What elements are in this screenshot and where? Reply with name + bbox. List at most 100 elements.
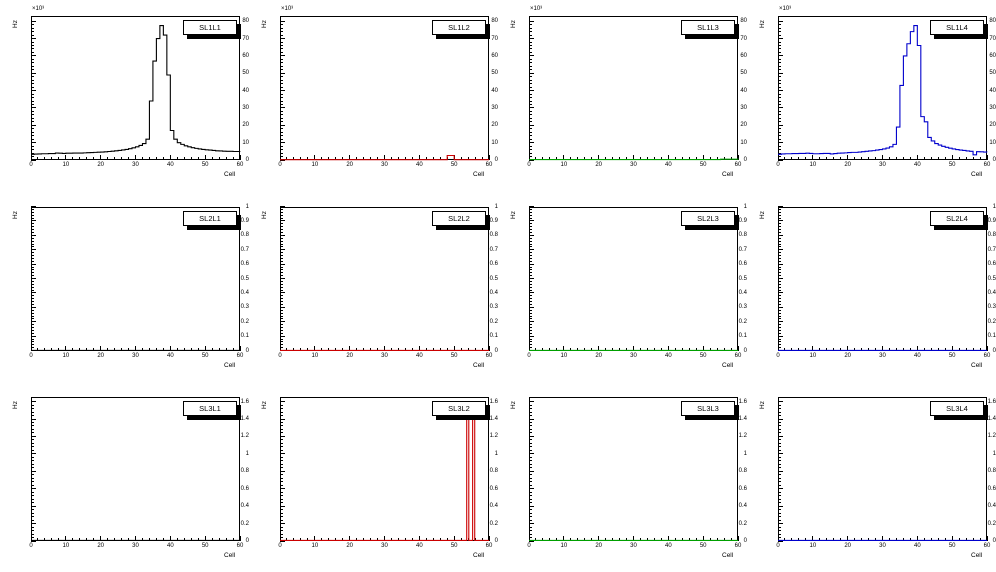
x-tick-major xyxy=(951,345,953,351)
x-tick-major xyxy=(135,536,136,542)
y-tick-minor xyxy=(280,44,283,46)
y-tick-label: 1 xyxy=(245,203,249,210)
x-tick-minor xyxy=(141,347,143,351)
x-tick-minor xyxy=(190,347,192,351)
y-tick-major xyxy=(529,401,534,403)
x-tick-label: 20 xyxy=(97,162,104,168)
histogram-curve xyxy=(249,191,498,382)
y-tick-minor xyxy=(280,117,283,119)
y-tick-minor xyxy=(31,110,34,112)
x-tick-major xyxy=(418,536,420,542)
y-tick-minor xyxy=(31,257,34,259)
y-tick-minor xyxy=(778,324,781,326)
y-tick-minor xyxy=(778,404,781,406)
y-tick-minor xyxy=(31,131,34,133)
y-tick-minor xyxy=(280,329,283,331)
x-tick-minor xyxy=(695,157,697,160)
x-tick-minor xyxy=(535,538,537,542)
y-tick-minor xyxy=(280,286,283,288)
x-tick-minor xyxy=(474,157,476,160)
x-tick-minor xyxy=(328,347,330,351)
x-tick-minor xyxy=(888,538,890,542)
x-tick-minor xyxy=(584,157,586,160)
y-tick-minor xyxy=(280,495,283,497)
x-tick-label: 20 xyxy=(595,352,602,359)
y-tick-minor xyxy=(529,509,532,511)
x-tick-label: 0 xyxy=(527,162,531,168)
x-axis-title: Cell xyxy=(224,552,236,560)
y-tick-label: 50 xyxy=(491,70,498,77)
y-tick-minor xyxy=(280,135,283,137)
y-tick-minor xyxy=(529,280,532,282)
x-tick-minor xyxy=(639,157,641,160)
y-tick-minor xyxy=(529,252,532,254)
y-tick-major xyxy=(778,335,783,337)
histogram-curve xyxy=(747,191,996,382)
y-tick-major xyxy=(31,20,36,22)
y-tick-label: 0.4 xyxy=(738,503,747,510)
y-tick-minor xyxy=(778,246,781,248)
y-tick-minor xyxy=(529,442,532,444)
x-tick-minor xyxy=(888,157,890,160)
x-tick-minor xyxy=(300,157,302,160)
y-tick-minor xyxy=(529,243,532,245)
y-tick-minor xyxy=(778,257,781,259)
x-tick-minor xyxy=(639,538,641,542)
y-tick-label: 0 xyxy=(494,347,498,354)
y-tick-major xyxy=(529,453,534,455)
y-tick-minor xyxy=(31,246,34,248)
y-tick-label: 0 xyxy=(743,538,747,545)
y-tick-minor xyxy=(280,460,283,462)
x-tick-minor xyxy=(688,157,690,160)
y-tick-minor xyxy=(280,58,283,60)
y-tick-minor xyxy=(529,237,532,239)
x-tick-label: 10 xyxy=(62,543,70,550)
x-tick-label: 40 xyxy=(913,543,921,550)
x-tick-major xyxy=(667,155,669,160)
x-tick-minor xyxy=(342,347,344,351)
y-tick-major xyxy=(529,321,534,323)
y-tick-label: 0.8 xyxy=(489,232,498,239)
y-tick-major xyxy=(31,401,36,403)
x-tick-label: 10 xyxy=(809,162,817,168)
x-tick-label: 50 xyxy=(699,352,707,359)
y-tick-minor xyxy=(529,283,532,285)
x-tick-major xyxy=(812,345,814,351)
x-tick-minor xyxy=(549,538,551,542)
y-tick-minor xyxy=(778,69,781,71)
y-tick-label: 0 xyxy=(494,538,498,545)
y-tick-major xyxy=(529,505,534,507)
x-tick-label: 30 xyxy=(630,352,637,359)
y-tick-major xyxy=(31,72,36,74)
y-tick-minor xyxy=(778,519,781,521)
x-tick-label: 30 xyxy=(132,543,139,550)
y-tick-label: 0.4 xyxy=(489,289,498,296)
x-tick-minor xyxy=(979,538,981,542)
y-tick-minor xyxy=(31,31,34,33)
y-tick-major xyxy=(529,335,534,337)
y-tick-major xyxy=(778,20,783,22)
x-tick-minor xyxy=(653,347,655,351)
x-tick-minor xyxy=(211,347,213,351)
x-tick-major xyxy=(777,536,779,542)
x-tick-major xyxy=(169,536,171,542)
x-tick-minor xyxy=(232,347,234,351)
x-tick-minor xyxy=(833,347,835,351)
y-tick-major xyxy=(778,206,783,208)
y-tick-minor xyxy=(280,223,283,225)
y-tick-minor xyxy=(31,474,34,476)
y-tick-minor xyxy=(529,255,532,257)
x-tick-minor xyxy=(791,538,793,542)
y-tick-minor xyxy=(280,121,283,123)
y-tick-minor xyxy=(31,100,34,102)
y-tick-minor xyxy=(778,51,781,53)
x-tick-minor xyxy=(681,347,683,351)
x-tick-minor xyxy=(425,157,427,160)
y-tick-major xyxy=(280,306,285,308)
y-tick-minor xyxy=(778,229,781,231)
x-tick-minor xyxy=(370,347,372,351)
y-tick-major xyxy=(280,278,285,280)
y-tick-minor xyxy=(280,425,283,427)
y-tick-minor xyxy=(778,217,781,219)
x-tick-minor xyxy=(723,347,725,351)
